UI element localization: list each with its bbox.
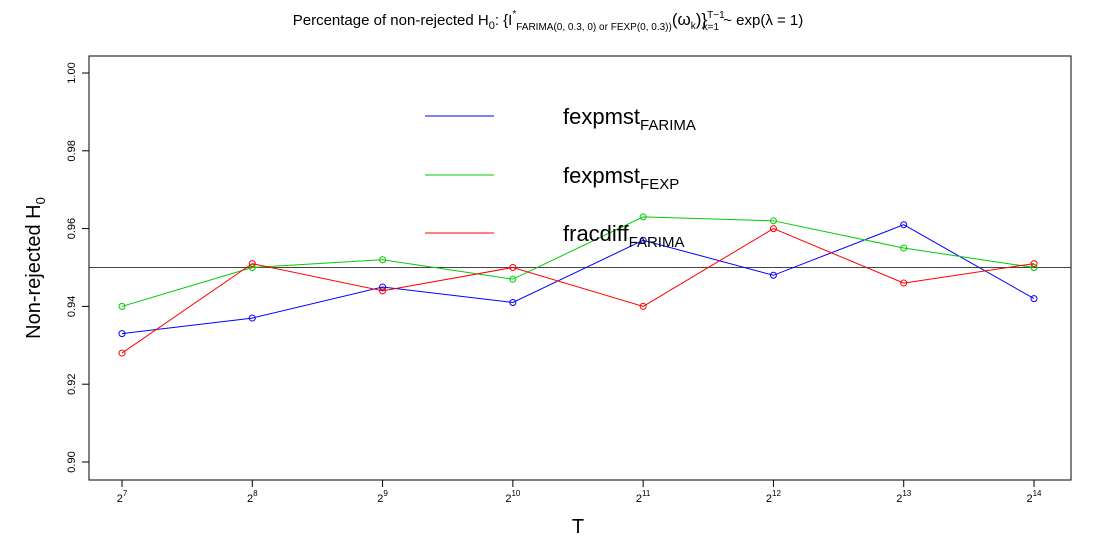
series-fexpmst-farima bbox=[118, 221, 1038, 338]
data-point bbox=[118, 302, 126, 310]
x-tick-label: 28 bbox=[247, 489, 258, 505]
legend-item: fracdiffFARIMA bbox=[425, 221, 684, 251]
legend-item: fexpmstFARIMA bbox=[425, 104, 696, 134]
series-fracdiff-farima bbox=[118, 225, 1038, 357]
y-axis-title: Non-rejected H0 bbox=[23, 197, 48, 339]
x-tick-label: 211 bbox=[636, 489, 651, 505]
series-fexpmst-fexp bbox=[118, 213, 1038, 310]
data-point bbox=[769, 225, 777, 233]
title-omega-sub: k bbox=[691, 21, 697, 32]
x-tick-label: 214 bbox=[1026, 489, 1042, 505]
title-i-sub: FARIMA(0, 0.3, 0) or FEXP(0, 0.3)) bbox=[516, 22, 672, 33]
data-point bbox=[379, 283, 387, 291]
title-prefix: Percentage of non-rejected H bbox=[293, 12, 489, 29]
y-tick-label: 0.96 bbox=[66, 218, 78, 239]
title-prefix-sub: 0 bbox=[489, 20, 495, 32]
series-line bbox=[121, 228, 1035, 354]
data-point bbox=[509, 299, 517, 307]
title-omega: (ω bbox=[672, 10, 691, 29]
chart-title: Percentage of non-rejected H0: {I*FARIMA… bbox=[293, 9, 804, 33]
data-point bbox=[639, 302, 647, 310]
y-axis-title-main: Non-rejected H bbox=[23, 204, 45, 339]
data-point bbox=[639, 213, 647, 221]
y-tick-label: 0.94 bbox=[66, 296, 78, 317]
x-tick-label: 212 bbox=[766, 489, 782, 505]
data-point bbox=[900, 279, 908, 287]
data-point bbox=[900, 244, 908, 252]
title-omega-close: )} bbox=[696, 10, 708, 29]
data-point bbox=[769, 271, 777, 279]
legend-item: fexpmstFEXP bbox=[425, 163, 679, 193]
data-point bbox=[1030, 264, 1038, 271]
data-point bbox=[118, 330, 126, 338]
data-point bbox=[379, 287, 387, 295]
x-axis-title: T bbox=[572, 516, 584, 538]
series-line bbox=[121, 216, 1035, 307]
data-point bbox=[248, 314, 256, 322]
x-axis: 27 28 29 210 211 212 213 214 bbox=[117, 479, 1042, 505]
data-point bbox=[248, 264, 256, 271]
data-point bbox=[118, 349, 126, 357]
x-tick-label: 29 bbox=[377, 489, 388, 505]
title-middle: : {I bbox=[495, 12, 513, 29]
data-point bbox=[509, 264, 517, 271]
data-point bbox=[900, 221, 908, 229]
y-axis-title-sub: 0 bbox=[33, 197, 48, 204]
title-set-sup: T−1 bbox=[707, 10, 725, 21]
series-group bbox=[118, 213, 1038, 357]
title-i-sup: * bbox=[512, 9, 516, 20]
y-tick-label: 0.92 bbox=[66, 373, 78, 394]
data-point bbox=[248, 260, 256, 268]
legend-label: fracdiffFARIMA bbox=[563, 221, 684, 251]
data-point bbox=[1030, 295, 1038, 303]
legend-label: fexpmstFARIMA bbox=[563, 104, 696, 134]
title-suffix: ~ exp(λ = 1) bbox=[719, 12, 803, 29]
x-tick-label: 210 bbox=[505, 489, 521, 505]
legend-label: fexpmstFEXP bbox=[563, 163, 679, 193]
y-tick-label: 0.98 bbox=[66, 140, 78, 161]
data-point bbox=[379, 256, 387, 264]
data-point bbox=[1030, 260, 1038, 268]
y-axis: 0.90 0.92 0.94 0.96 0.98 1.00 bbox=[66, 62, 90, 473]
series-line bbox=[121, 224, 1035, 335]
y-tick-label: 0.90 bbox=[66, 451, 78, 472]
y-tick-label: 1.00 bbox=[66, 62, 78, 83]
data-point bbox=[769, 217, 777, 225]
x-tick-label: 213 bbox=[896, 489, 912, 505]
data-point bbox=[509, 275, 517, 283]
x-tick-label: 27 bbox=[117, 489, 128, 505]
data-point bbox=[639, 236, 647, 244]
title-set-sub: k=1 bbox=[703, 22, 720, 33]
legend: fexpmstFARIMA fexpmstFEXP fracdiffFARIMA bbox=[425, 104, 696, 251]
